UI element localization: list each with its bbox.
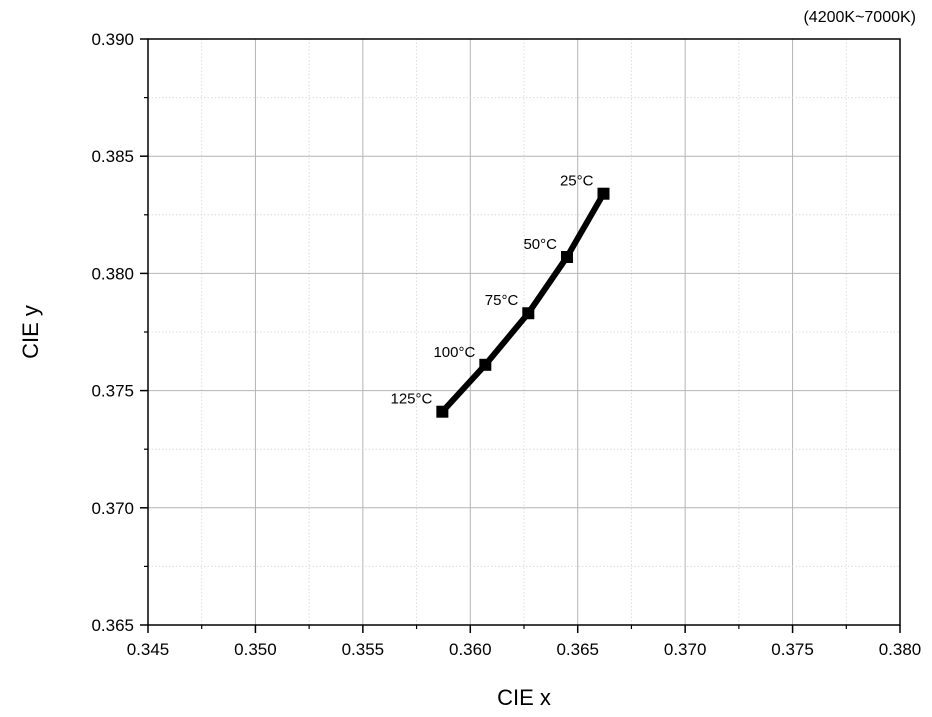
y-tick-label: 0.380 (91, 264, 134, 283)
data-point-marker (436, 405, 449, 418)
x-tick-label: 0.350 (234, 640, 277, 659)
point-labels: 125°C 100°C 75°C 50°C 25°C (390, 173, 593, 408)
y-axis-title: CIE y (18, 305, 43, 359)
data-point-label: 25°C (560, 173, 594, 190)
grid (148, 39, 900, 625)
x-tick-label: 0.370 (664, 640, 707, 659)
data-point-marker (522, 307, 535, 320)
data-point-label: 100°C (433, 344, 475, 361)
temperature-range-note: (4200K~7000K) (803, 9, 916, 26)
y-tick-label: 0.385 (91, 147, 134, 166)
y-tick-labels: 0.365 0.370 0.375 0.380 0.385 0.390 (91, 30, 134, 635)
x-tick-label: 0.380 (879, 640, 922, 659)
y-tick-label: 0.375 (91, 382, 134, 401)
data-point-label: 125°C (390, 391, 432, 408)
x-tick-label: 0.365 (556, 640, 599, 659)
series-line (439, 190, 607, 415)
series (436, 187, 610, 418)
x-tick-label: 0.375 (771, 640, 814, 659)
y-tick-label: 0.370 (91, 499, 134, 518)
x-tick-label: 0.360 (449, 640, 492, 659)
y-tick-label: 0.365 (91, 616, 134, 635)
data-point-label: 50°C (523, 236, 557, 253)
x-tick-labels: 0.345 0.350 0.355 0.360 0.365 0.370 0.375 0.380 (127, 640, 922, 659)
x-tick-label: 0.355 (342, 640, 385, 659)
x-tick-label: 0.345 (127, 640, 170, 659)
data-point-marker (479, 358, 492, 371)
y-tick-label: 0.390 (91, 30, 134, 49)
axis-ticks (140, 38, 901, 633)
data-point-marker (560, 250, 573, 263)
data-point-label: 75°C (485, 292, 519, 309)
data-point-marker (597, 187, 610, 200)
x-axis-title: CIE x (497, 685, 551, 710)
